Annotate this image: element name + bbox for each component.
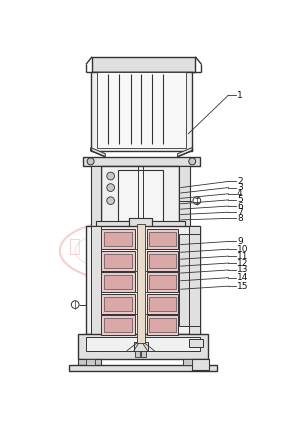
Bar xyxy=(104,318,132,332)
Text: 6: 6 xyxy=(237,202,243,210)
Bar xyxy=(183,359,208,365)
Text: 纳: 纳 xyxy=(108,237,119,256)
Circle shape xyxy=(189,158,196,165)
Text: 7: 7 xyxy=(237,208,243,217)
Bar xyxy=(149,232,176,246)
Text: 3: 3 xyxy=(237,183,243,192)
Text: 2: 2 xyxy=(237,177,242,186)
Bar xyxy=(91,226,101,334)
Text: 15: 15 xyxy=(237,282,248,290)
Bar xyxy=(92,57,195,72)
Bar xyxy=(104,275,132,289)
Bar xyxy=(101,294,134,314)
Circle shape xyxy=(87,158,94,165)
Text: 10: 10 xyxy=(237,245,248,254)
Bar xyxy=(101,229,134,249)
Bar xyxy=(179,166,190,234)
Circle shape xyxy=(107,197,115,205)
Text: 1: 1 xyxy=(237,91,243,100)
Bar xyxy=(147,251,178,271)
Bar xyxy=(91,166,101,234)
Circle shape xyxy=(107,184,115,192)
Bar xyxy=(86,359,95,365)
Text: 8: 8 xyxy=(237,214,243,223)
Bar xyxy=(141,351,146,357)
Text: R: R xyxy=(184,246,192,256)
Bar xyxy=(101,315,134,336)
Bar xyxy=(149,275,176,289)
Text: 海: 海 xyxy=(69,237,81,256)
Text: 4: 4 xyxy=(237,189,242,198)
Bar xyxy=(91,72,192,151)
Text: 12: 12 xyxy=(237,258,248,267)
Bar xyxy=(135,351,140,357)
Bar xyxy=(147,315,178,336)
Polygon shape xyxy=(178,147,192,157)
Bar xyxy=(183,359,192,365)
Bar xyxy=(147,294,178,314)
Bar xyxy=(147,229,178,249)
Text: 13: 13 xyxy=(237,266,248,274)
Bar xyxy=(147,272,178,292)
Circle shape xyxy=(107,172,115,180)
Bar xyxy=(134,341,148,351)
Bar xyxy=(104,254,132,268)
Bar xyxy=(83,157,200,166)
Bar xyxy=(149,318,176,332)
Text: 泵: 泵 xyxy=(158,243,169,262)
Bar xyxy=(97,72,186,147)
Bar xyxy=(192,359,209,370)
Text: 5: 5 xyxy=(237,195,243,205)
Bar xyxy=(101,166,179,226)
Bar xyxy=(91,226,195,334)
Bar xyxy=(96,221,184,228)
Bar xyxy=(101,272,134,292)
Bar xyxy=(129,218,152,228)
Bar xyxy=(104,232,132,246)
Bar xyxy=(78,334,208,359)
Bar xyxy=(189,226,200,334)
Text: 9: 9 xyxy=(237,237,243,246)
Text: 11: 11 xyxy=(237,252,248,261)
Bar xyxy=(86,226,200,334)
Bar xyxy=(137,224,145,343)
Bar xyxy=(104,297,132,311)
Bar xyxy=(78,359,101,365)
Bar xyxy=(101,251,134,271)
Bar xyxy=(86,337,200,351)
Bar xyxy=(149,254,176,268)
Bar xyxy=(118,170,163,221)
Polygon shape xyxy=(91,147,105,157)
Bar xyxy=(69,365,217,371)
Bar xyxy=(189,339,203,347)
Text: 14: 14 xyxy=(237,273,248,282)
Bar xyxy=(149,297,176,311)
Bar xyxy=(179,234,189,326)
